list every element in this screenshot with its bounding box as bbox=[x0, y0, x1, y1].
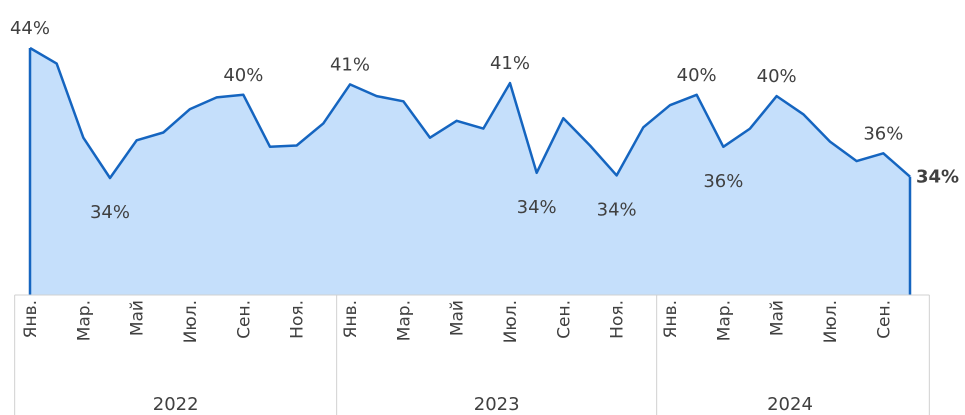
x-tick-label: Июл. bbox=[501, 300, 521, 343]
data-label: 34% bbox=[90, 202, 130, 223]
data-label: 36% bbox=[703, 171, 743, 192]
x-tick-label: Июл. bbox=[821, 300, 841, 343]
x-tick-label: Сен. bbox=[554, 300, 574, 339]
line bbox=[29, 46, 911, 180]
data-label: 41% bbox=[330, 54, 370, 75]
year-label: 2022 bbox=[153, 394, 199, 415]
data-label: 34% bbox=[597, 199, 637, 220]
x-tick-label: Май bbox=[448, 300, 468, 336]
area-edge bbox=[28, 48, 912, 295]
data-label: 40% bbox=[757, 66, 797, 87]
x-tick-label: Мар. bbox=[74, 300, 94, 341]
data-label: 34% bbox=[916, 167, 959, 188]
x-tick-label: Мар. bbox=[714, 300, 734, 341]
data-label: 40% bbox=[677, 65, 717, 86]
data-label: 34% bbox=[517, 197, 557, 218]
x-tick-label: Май bbox=[768, 300, 788, 336]
x-tick-label: Янв. bbox=[21, 300, 41, 338]
year-label: 2023 bbox=[474, 394, 520, 415]
data-label: 36% bbox=[863, 123, 903, 144]
x-tick-label: Сен. bbox=[234, 300, 254, 339]
year-label: 2024 bbox=[767, 394, 813, 415]
x-tick-label: Мар. bbox=[394, 300, 414, 341]
data-label: 40% bbox=[223, 65, 263, 86]
x-tick-label: Май bbox=[128, 300, 148, 336]
data-label: 41% bbox=[490, 53, 530, 74]
x-tick-label: Янв. bbox=[341, 300, 361, 338]
x-tick-label: Сен. bbox=[874, 300, 894, 339]
x-tick-label: Янв. bbox=[661, 300, 681, 338]
x-tick-label: Ноя. bbox=[288, 300, 308, 339]
x-tick-label: Ноя. bbox=[608, 300, 628, 339]
data-label: 44% bbox=[10, 18, 50, 39]
x-tick-label: Июл. bbox=[181, 300, 201, 343]
